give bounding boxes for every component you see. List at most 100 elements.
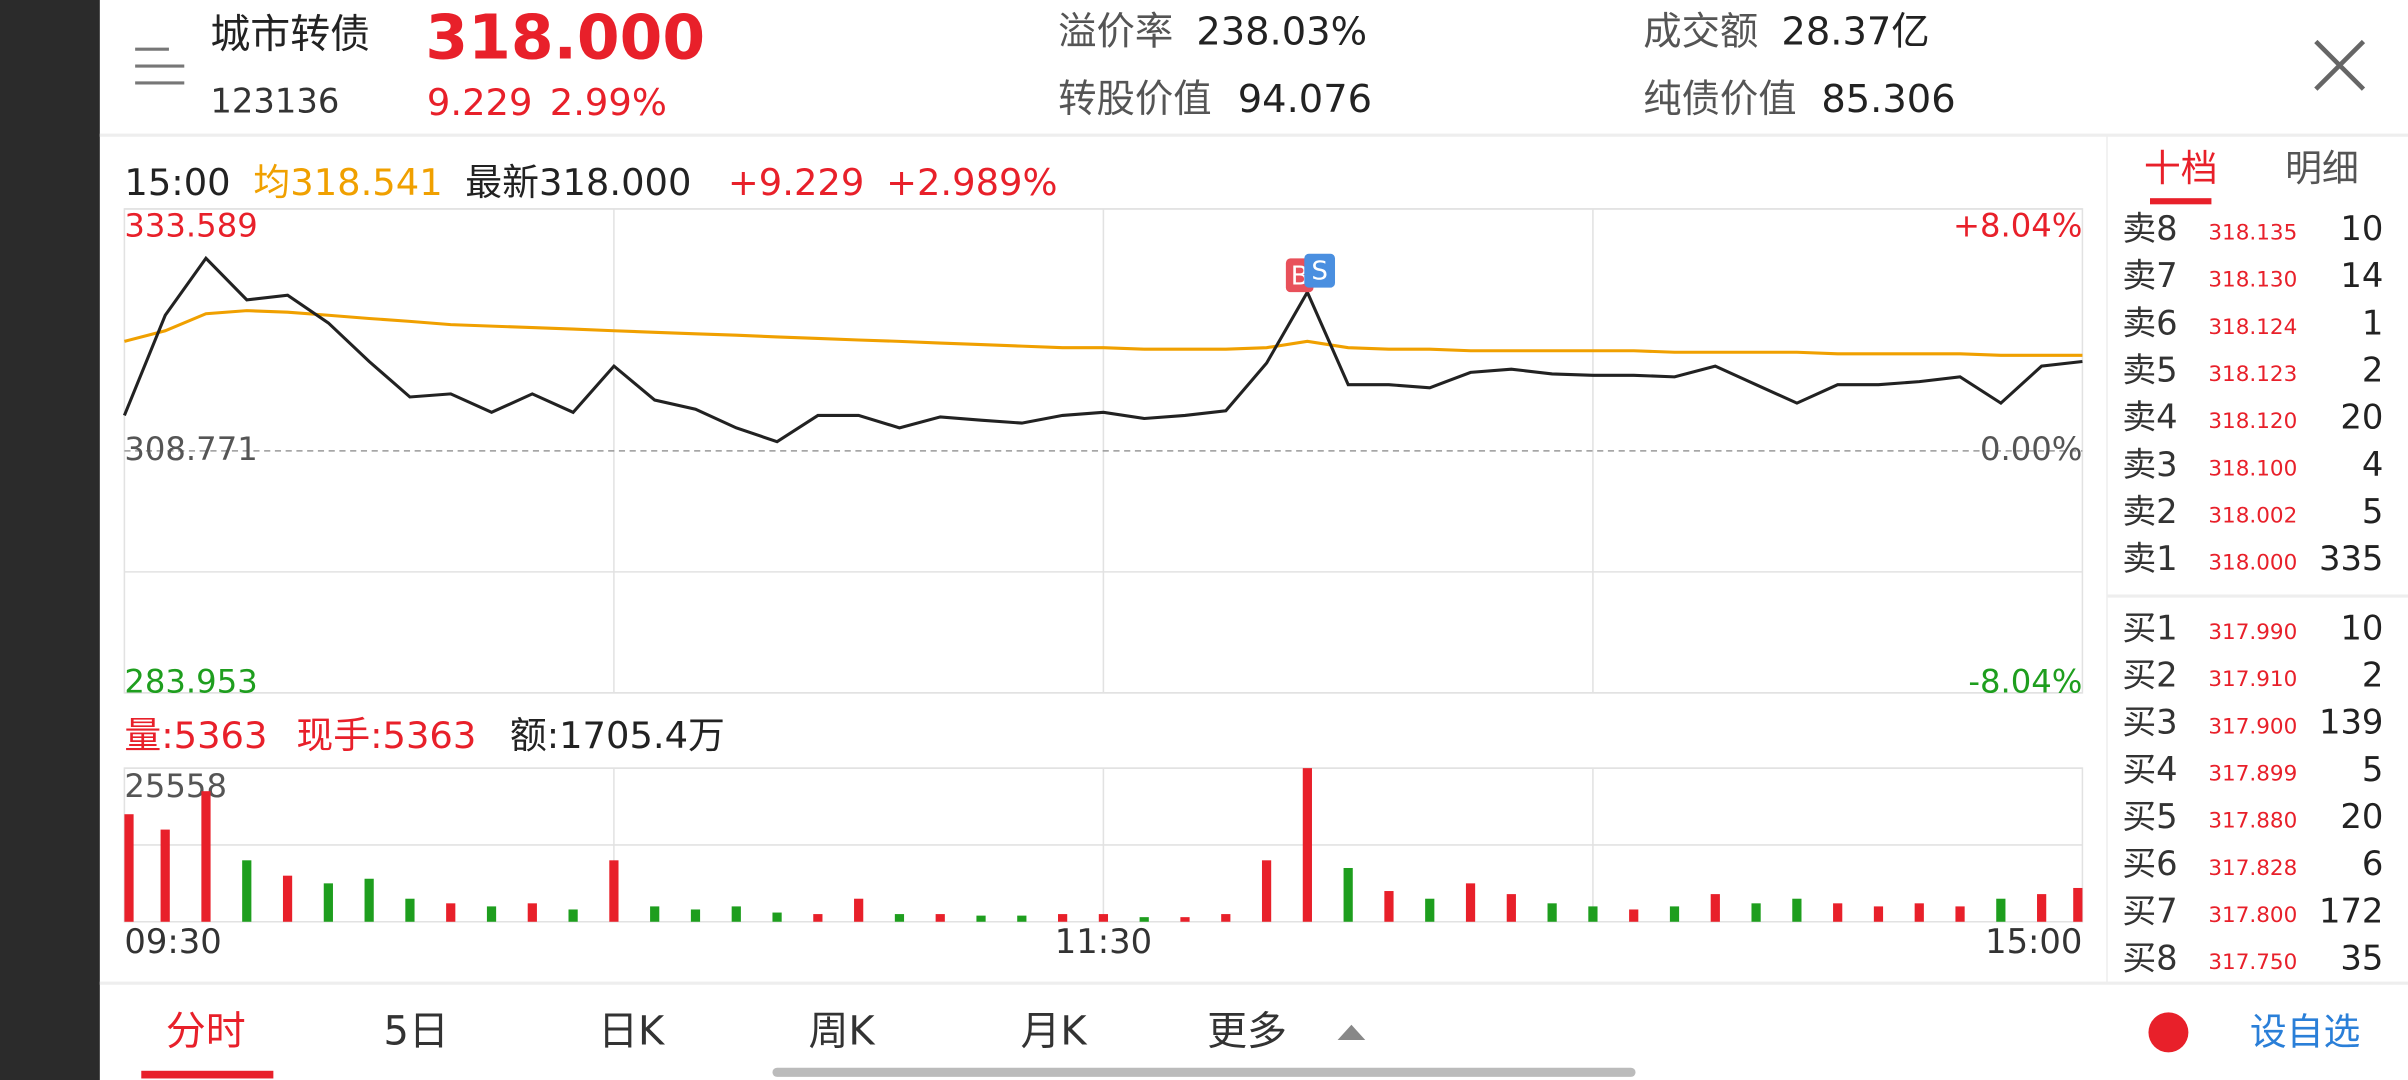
side-bar bbox=[0, 0, 100, 1080]
volume-bar bbox=[1261, 860, 1272, 922]
y-tick-label: 283.953 bbox=[124, 663, 257, 701]
sell-marker-bg bbox=[1304, 253, 1336, 288]
tab[interactable]: 5日 bbox=[384, 1008, 449, 1054]
ob-price: 318.002 bbox=[2208, 503, 2297, 528]
volume-bar bbox=[1302, 768, 1312, 922]
info-latest: 最新318.000 bbox=[465, 161, 691, 204]
tab-underline bbox=[2150, 198, 2212, 205]
tab-active[interactable]: 分时 bbox=[166, 1008, 246, 1054]
stat-label: 溢价率 bbox=[1058, 9, 1173, 54]
volume-bar bbox=[1343, 867, 1353, 922]
ob-volume: 172 bbox=[2319, 891, 2383, 930]
ob-volume: 139 bbox=[2319, 703, 2383, 742]
ob-volume: 14 bbox=[2340, 256, 2383, 295]
bond-name: 城市转债 bbox=[210, 11, 370, 57]
more-arrow bbox=[1337, 1024, 1366, 1041]
pct-tick-label: +8.04% bbox=[1953, 206, 2082, 244]
volume-label: 量:5363 bbox=[124, 714, 267, 757]
tab[interactable]: 周K bbox=[809, 1008, 877, 1054]
ob-price: 318.123 bbox=[2208, 362, 2297, 387]
ob-volume: 10 bbox=[2340, 608, 2383, 647]
volume-bar bbox=[731, 906, 741, 922]
volume-bar bbox=[201, 791, 211, 922]
volume-bar bbox=[1833, 903, 1843, 922]
volume-bar bbox=[772, 912, 782, 922]
record-dot[interactable] bbox=[2148, 1012, 2189, 1053]
ob-label: 卖5 bbox=[2122, 350, 2177, 389]
menu-icon[interactable] bbox=[135, 47, 185, 85]
current-hand: 现手:5363 bbox=[296, 714, 476, 757]
ob-label: 卖2 bbox=[2122, 492, 2177, 531]
volume-bar bbox=[486, 906, 497, 922]
ob-volume: 1 bbox=[2362, 303, 2383, 342]
volume-bar bbox=[568, 909, 578, 922]
volume-bar bbox=[690, 909, 701, 922]
volume-bar bbox=[1629, 909, 1639, 922]
stat-value: 85.306 bbox=[1821, 77, 1955, 122]
volume-bar bbox=[1506, 894, 1516, 922]
info-change: +9.229 bbox=[728, 161, 864, 204]
tab[interactable]: 更多 bbox=[1207, 1008, 1287, 1054]
volume-bar bbox=[894, 914, 905, 922]
ob-price: 317.899 bbox=[2208, 761, 2297, 786]
volume-bar bbox=[1792, 898, 1802, 922]
ob-price: 318.100 bbox=[2208, 456, 2297, 481]
tab[interactable]: 日K bbox=[598, 1008, 666, 1054]
volume-bar bbox=[364, 878, 374, 922]
stat-value: 238.03% bbox=[1196, 9, 1367, 54]
tab-underline bbox=[141, 1070, 274, 1079]
volume-bar bbox=[405, 898, 415, 922]
volume-bar bbox=[323, 883, 333, 922]
volume-bar bbox=[1221, 914, 1231, 922]
ob-label: 卖4 bbox=[2122, 398, 2177, 437]
volume-bar bbox=[1547, 903, 1557, 922]
x-tick-label: 15:00 bbox=[1985, 922, 2082, 961]
ob-price: 317.910 bbox=[2208, 667, 2297, 692]
bond-code: 123136 bbox=[210, 81, 339, 120]
x-tick-label: 11:30 bbox=[1055, 922, 1152, 961]
ob-volume: 4 bbox=[2362, 445, 2383, 484]
volume-bar bbox=[1465, 883, 1476, 922]
ob-label: 卖8 bbox=[2122, 209, 2177, 248]
info-average: 均318.541 bbox=[253, 161, 442, 204]
volume-bar bbox=[1058, 914, 1068, 922]
change: 9.229 bbox=[427, 81, 533, 124]
sell-marker: S bbox=[1311, 257, 1328, 287]
ob-label: 买3 bbox=[2122, 703, 2177, 742]
last-price: 318.000 bbox=[425, 3, 705, 74]
tab[interactable]: 明细 bbox=[2285, 147, 2359, 190]
tab-active[interactable]: 十档 bbox=[2144, 147, 2218, 190]
price-line bbox=[122, 255, 2083, 444]
ob-volume: 335 bbox=[2319, 539, 2383, 578]
buy-marker: B bbox=[1291, 261, 1309, 291]
ob-label: 卖3 bbox=[2122, 445, 2177, 484]
ob-price: 317.900 bbox=[2208, 714, 2297, 739]
ob-volume: 10 bbox=[2340, 209, 2383, 248]
change-pct: 2.99% bbox=[550, 81, 667, 124]
volume-bar bbox=[1710, 894, 1720, 922]
info-time: 15:00 bbox=[124, 161, 230, 204]
ob-price: 318.130 bbox=[2208, 268, 2297, 293]
ob-label: 卖1 bbox=[2122, 539, 2177, 578]
volume-bar bbox=[242, 860, 252, 922]
stat-label: 转股价值 bbox=[1058, 77, 1211, 122]
tab[interactable]: 月K bbox=[1020, 1008, 1088, 1054]
close-button[interactable] bbox=[2314, 39, 2366, 91]
volume-bar bbox=[1914, 903, 1924, 922]
ob-price: 317.750 bbox=[2208, 950, 2297, 975]
home-indicator bbox=[772, 1067, 1636, 1077]
ob-label: 买6 bbox=[2122, 844, 2177, 883]
volume-bar bbox=[976, 915, 986, 922]
volume-bar bbox=[2073, 887, 2083, 922]
y-tick-label: 333.589 bbox=[124, 206, 257, 244]
volume-bar bbox=[1180, 917, 1190, 922]
add-watch[interactable]: 设自选 bbox=[2250, 1010, 2361, 1053]
amount: 额:1705.4万 bbox=[510, 714, 725, 757]
volume-bar bbox=[1873, 906, 1884, 922]
stat-value: 28.37亿 bbox=[1781, 9, 1929, 54]
ob-label: 买2 bbox=[2122, 656, 2177, 695]
ob-price: 317.880 bbox=[2208, 809, 2297, 834]
ob-volume: 20 bbox=[2340, 797, 2383, 836]
vol-tick-label: 25558 bbox=[124, 767, 227, 805]
volume-bar bbox=[2037, 894, 2047, 922]
